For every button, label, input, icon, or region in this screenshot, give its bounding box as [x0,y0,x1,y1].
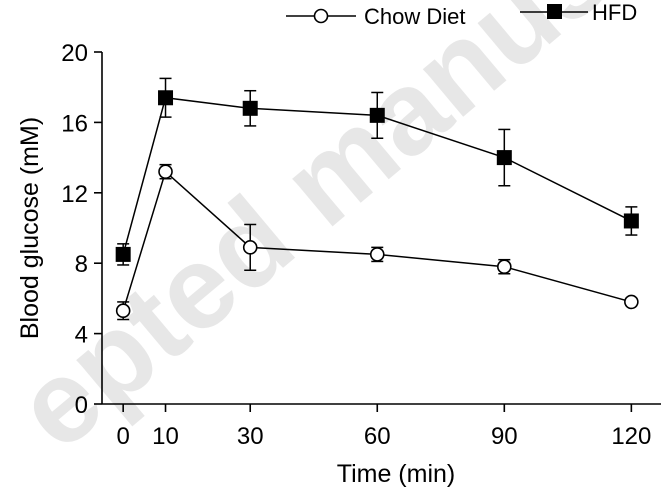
x-tick-label-60: 60 [364,423,391,450]
point-hfd-30 [242,100,258,116]
y-tick-label-16: 16 [61,110,88,137]
point-hfd-0 [115,246,131,262]
point-chow-diet-120 [624,294,639,310]
y-tick-label-12: 12 [61,181,88,208]
legend: Chow Diet HFD [286,0,637,29]
point-chow-diet-60 [369,247,385,262]
point-hfd-120 [623,213,639,229]
series-hfd [115,77,639,266]
x-axis-title: Time (min) [337,460,456,488]
point-chow-diet-10 [158,164,173,179]
y-tick-label-20: 20 [61,40,88,67]
x-tick-label-120: 120 [611,423,651,450]
x-tick-label-90: 90 [491,423,518,450]
x-ticks: 0 10 30 60 90 120 [116,404,651,450]
y-tick-label-4: 4 [75,322,88,349]
y-tick-label-8: 8 [75,251,88,278]
x-tick-label-30: 30 [237,423,264,450]
y-ticks: 0 4 8 12 16 20 [61,40,102,419]
point-chow-diet-30 [242,240,258,255]
y-axis-title: Blood glucose (mM) [16,117,44,339]
point-chow-diet-0 [115,303,131,319]
series-chow-diet [115,163,639,321]
legend-label-chow-diet: Chow Diet [364,4,465,29]
legend-label-hfd: HFD [592,0,637,25]
series-line-hfd [122,96,632,255]
series-line-chow-diet [122,170,632,311]
point-hfd-60 [369,107,385,123]
point-hfd-10 [158,90,174,106]
point-hfd-90 [496,150,512,166]
axes [101,52,661,405]
x-tick-label-0: 0 [116,423,129,450]
y-tick-label-0: 0 [75,392,88,419]
legend-marker-hfd [547,4,562,19]
legend-item-chow-diet: Chow Diet [286,4,465,29]
point-chow-diet-90 [497,259,512,275]
legend-marker-chow-diet [313,8,329,24]
legend-item-hfd: HFD [520,0,637,25]
series-layer [115,77,639,321]
x-tick-label-10: 10 [152,423,179,450]
